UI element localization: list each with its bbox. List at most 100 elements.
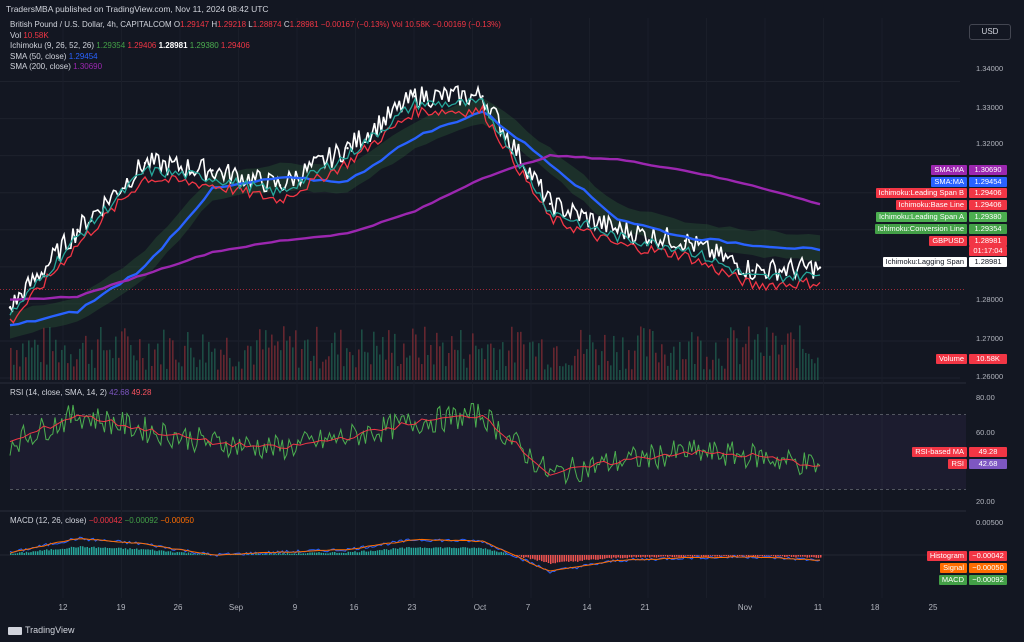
macd-histogram-bar: [469, 548, 471, 555]
volume-bar: [679, 341, 681, 380]
volume-bar: [397, 366, 399, 380]
macd-histogram-bar: [568, 555, 570, 562]
macd-histogram-bar: [349, 551, 352, 555]
macd-histogram-bar: [275, 554, 277, 555]
volume-bar: [472, 333, 474, 380]
macd-histogram-bar: [68, 547, 70, 555]
volume-bar: [37, 344, 39, 380]
macd-histogram-bar: [345, 553, 347, 555]
macd-label[interactable]: MACD (12, 26, close): [10, 516, 87, 525]
macd-histogram-bar: [147, 549, 149, 555]
macd-histogram-bar: [343, 552, 345, 555]
macd-histogram-bar: [257, 553, 259, 555]
ichimoku-value-1: 1.29354: [96, 41, 126, 50]
macd-histogram-bar: [480, 547, 482, 555]
macd-histogram-bar: [331, 552, 334, 555]
macd-histogram-bar: [97, 547, 100, 555]
volume-bar: [376, 345, 378, 380]
macd-histogram-bar: [507, 554, 509, 555]
volume-bar: [718, 358, 720, 380]
volume-bar: [589, 334, 591, 380]
volume-bar: [583, 353, 585, 380]
macd-histogram-bar: [730, 555, 732, 556]
rsi-value: 42.68: [109, 388, 130, 397]
macd-histogram-bar: [750, 555, 752, 556]
conversion-line: [9, 97, 821, 316]
rsi-tick-label: 60.00: [976, 428, 995, 437]
volume-bar: [97, 339, 99, 380]
macd-histogram-bar: [408, 547, 410, 555]
macd-histogram-bar: [723, 555, 725, 557]
macd-histogram-bar: [635, 555, 637, 558]
macd-histogram-bar: [266, 554, 268, 555]
volume-bar: [802, 348, 804, 380]
volume-bar: [211, 351, 213, 380]
volume-bar: [346, 348, 348, 380]
macd-histogram-bar: [77, 547, 79, 555]
close-point: [616, 228, 619, 231]
volume-bar: [181, 366, 183, 380]
tag-gbpusd-label: GBPUSD: [929, 236, 967, 246]
macd-histogram-bar: [21, 551, 23, 555]
volume-bar: [304, 340, 306, 380]
volume-bar: [127, 336, 129, 380]
volume-bar: [31, 347, 33, 380]
macd-histogram-bar: [676, 555, 678, 557]
tradingview-logo[interactable]: TradingView: [8, 625, 75, 635]
change-value: −0.00167 (−0.13%): [320, 20, 390, 29]
low-value: 1.28874: [252, 20, 282, 29]
volume-bar: [595, 349, 597, 380]
macd-histogram-bar: [673, 555, 676, 558]
ichimoku-label[interactable]: Ichimoku (9, 26, 52, 26): [10, 41, 95, 50]
macd-histogram-bar: [142, 549, 145, 555]
volume-bar: [46, 364, 48, 380]
rsi-label[interactable]: RSI (14, close, SMA, 14, 2): [10, 388, 107, 397]
macd-histogram-bar: [588, 555, 590, 561]
volume-bar: [598, 365, 600, 380]
volume-bar: [310, 360, 312, 380]
symbol-label[interactable]: British Pound / U.S. Dollar, 4h, CAPITAL…: [10, 20, 172, 29]
macd-histogram-bar: [608, 555, 610, 558]
volume-bar: [439, 346, 441, 380]
volume-bar: [217, 369, 219, 380]
rsi-legend: RSI (14, close, SMA, 14, 2) 42.68 49.28: [10, 388, 151, 398]
macd-histogram-bar: [462, 547, 464, 555]
volume-bar: [55, 339, 57, 380]
macd-histogram-bar: [460, 547, 462, 555]
macd-histogram-bar: [64, 548, 66, 555]
macd-histogram-bar: [374, 550, 376, 555]
macd-histogram-bar: [793, 555, 795, 557]
macd-histogram-bar: [435, 547, 437, 555]
macd-histogram-bar: [302, 553, 304, 555]
sma50-label[interactable]: SMA (50, close): [10, 51, 67, 61]
volume-bar: [781, 344, 783, 380]
macd-histogram-bar: [280, 554, 282, 555]
volume-bar: [760, 352, 762, 380]
volume-bar: [106, 350, 108, 380]
main-chart[interactable]: [0, 18, 966, 618]
macd-histogram-bar: [127, 549, 129, 555]
macd-histogram-bar: [433, 547, 435, 555]
volume-bar: [235, 366, 237, 380]
volume-bar: [520, 331, 522, 380]
volume-bar: [34, 339, 36, 380]
macd-histogram-bar: [484, 548, 487, 555]
macd-histogram-bar: [642, 555, 644, 557]
volume-bar: [421, 364, 423, 380]
currency-button[interactable]: USD: [969, 24, 1011, 40]
macd-histogram-bar: [752, 555, 754, 557]
macd-histogram-bar: [516, 555, 518, 557]
volume-bar: [52, 351, 54, 380]
sma200-label[interactable]: SMA (200, close): [10, 62, 71, 71]
macd-histogram-bar: [205, 554, 208, 555]
volume-bar: [148, 343, 150, 380]
price-tick-label: 1.34000: [976, 64, 1004, 73]
volume-bar: [157, 343, 159, 380]
ichimoku-cloud: [10, 97, 820, 339]
macd-histogram-bar: [75, 547, 77, 555]
macd-histogram-bar: [28, 552, 30, 555]
macd-histogram-bar: [282, 552, 284, 555]
volume-bar: [49, 326, 51, 380]
macd-histogram-bar: [428, 548, 430, 555]
macd-signal-value: −0.00050: [160, 516, 194, 525]
